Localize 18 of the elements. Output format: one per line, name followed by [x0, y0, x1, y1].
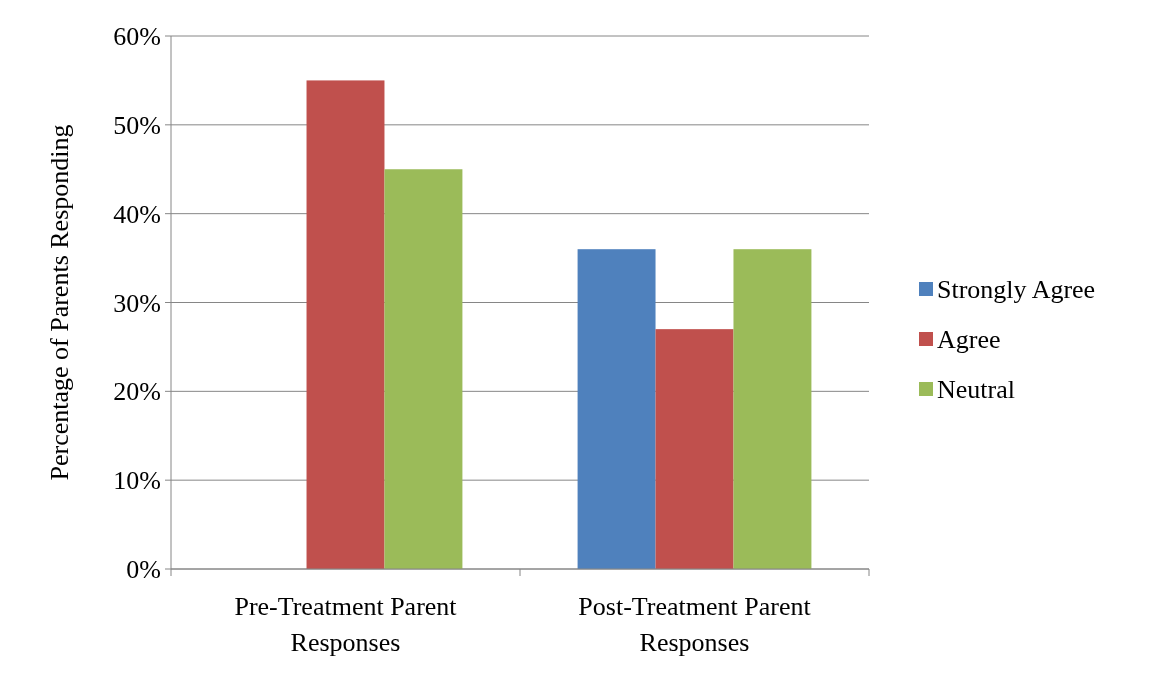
y-tick-label: 10% — [113, 466, 161, 496]
y-tick-label: 0% — [126, 555, 161, 585]
x-tick-label: Post-Treatment Parent Responses — [578, 592, 812, 657]
y-tick-label: 50% — [113, 110, 161, 140]
legend-label: Strongly Agree — [937, 275, 1096, 305]
bar — [655, 329, 734, 569]
bar — [306, 80, 385, 569]
y-tick-label: 60% — [113, 22, 161, 52]
bar — [577, 249, 656, 569]
x-tick-label: Pre-Treatment Parent Responses — [234, 592, 458, 657]
y-tick-label: 30% — [113, 288, 161, 318]
y-axis-title: Percentage of Parents Responding — [45, 124, 74, 481]
legend-label: Neutral — [937, 375, 1015, 405]
legend-label: Agree — [937, 325, 1001, 355]
bar — [733, 249, 812, 569]
bar — [384, 169, 463, 569]
y-tick-label: 40% — [113, 199, 161, 229]
y-tick-label: 20% — [113, 377, 161, 407]
